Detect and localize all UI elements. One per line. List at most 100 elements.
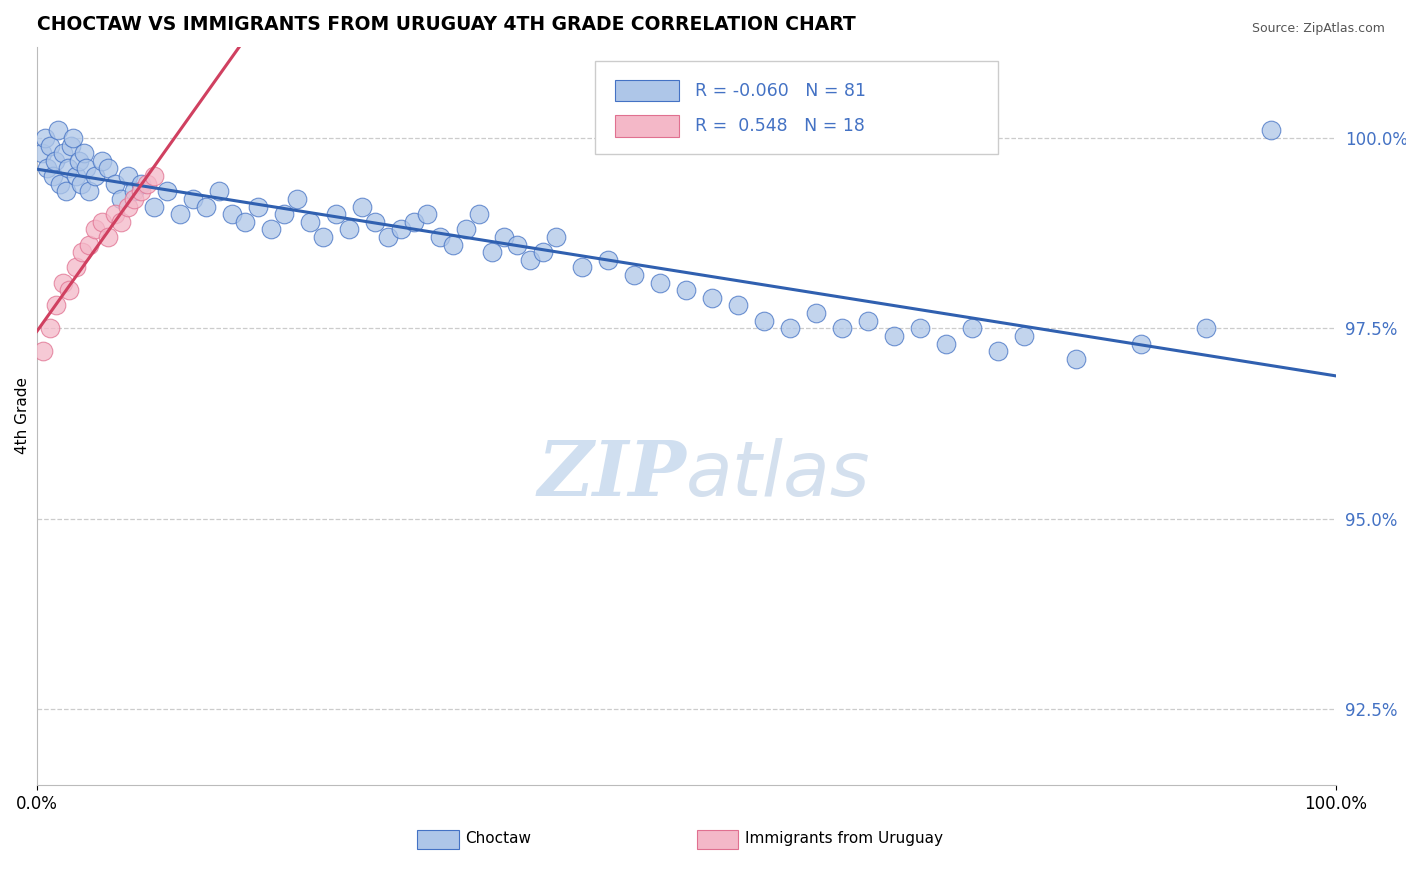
- Text: Source: ZipAtlas.com: Source: ZipAtlas.com: [1251, 22, 1385, 36]
- Point: [546, 230, 568, 244]
- Point: [415, 207, 437, 221]
- Point: [65, 169, 87, 183]
- Point: [806, 306, 828, 320]
- Point: [1064, 351, 1087, 366]
- Point: [41, 169, 63, 183]
- Point: [77, 237, 100, 252]
- Point: [519, 252, 541, 267]
- FancyBboxPatch shape: [418, 830, 458, 849]
- Point: [623, 268, 645, 282]
- Point: [481, 245, 503, 260]
- FancyBboxPatch shape: [595, 62, 998, 153]
- Point: [110, 192, 132, 206]
- Point: [32, 344, 55, 359]
- Point: [117, 200, 139, 214]
- Point: [31, 146, 53, 161]
- Point: [246, 200, 269, 214]
- Point: [39, 321, 62, 335]
- Point: [136, 177, 159, 191]
- Point: [754, 313, 776, 327]
- Point: [90, 153, 112, 168]
- Point: [44, 153, 66, 168]
- Point: [337, 222, 360, 236]
- Point: [142, 200, 165, 214]
- FancyBboxPatch shape: [614, 115, 679, 137]
- Point: [650, 276, 672, 290]
- Point: [34, 131, 56, 145]
- Point: [58, 283, 80, 297]
- Point: [429, 230, 451, 244]
- Point: [67, 153, 90, 168]
- Text: Choctaw: Choctaw: [465, 830, 531, 846]
- Text: R =  0.548   N = 18: R = 0.548 N = 18: [696, 117, 865, 136]
- Point: [1129, 336, 1152, 351]
- Point: [598, 252, 620, 267]
- Point: [571, 260, 593, 275]
- Point: [441, 237, 464, 252]
- Point: [62, 131, 84, 145]
- Point: [389, 222, 412, 236]
- Text: ZIP: ZIP: [537, 438, 686, 512]
- Point: [363, 215, 385, 229]
- Point: [52, 276, 75, 290]
- Point: [72, 245, 94, 260]
- Point: [73, 146, 96, 161]
- Point: [181, 192, 204, 206]
- Point: [533, 245, 555, 260]
- Point: [52, 146, 75, 161]
- Point: [84, 169, 107, 183]
- Point: [97, 161, 120, 176]
- Point: [59, 138, 82, 153]
- Point: [1195, 321, 1218, 335]
- Point: [935, 336, 957, 351]
- Text: R = -0.060   N = 81: R = -0.060 N = 81: [696, 81, 866, 100]
- Point: [104, 177, 127, 191]
- Point: [169, 207, 191, 221]
- Point: [117, 169, 139, 183]
- Point: [311, 230, 333, 244]
- Point: [467, 207, 489, 221]
- Point: [65, 260, 87, 275]
- Point: [702, 291, 724, 305]
- Point: [960, 321, 983, 335]
- Point: [46, 123, 69, 137]
- Point: [75, 161, 97, 176]
- Point: [84, 222, 107, 236]
- Text: CHOCTAW VS IMMIGRANTS FROM URUGUAY 4TH GRADE CORRELATION CHART: CHOCTAW VS IMMIGRANTS FROM URUGUAY 4TH G…: [37, 15, 856, 34]
- Point: [325, 207, 347, 221]
- Point: [402, 215, 425, 229]
- Point: [233, 215, 256, 229]
- Point: [221, 207, 243, 221]
- Point: [350, 200, 373, 214]
- FancyBboxPatch shape: [697, 830, 738, 849]
- Point: [110, 215, 132, 229]
- Point: [506, 237, 529, 252]
- Point: [56, 161, 79, 176]
- Point: [779, 321, 801, 335]
- Point: [1260, 123, 1282, 137]
- Point: [124, 184, 146, 198]
- Point: [856, 313, 879, 327]
- Point: [77, 184, 100, 198]
- Point: [129, 177, 152, 191]
- Point: [55, 184, 77, 198]
- Point: [675, 283, 697, 297]
- Point: [494, 230, 516, 244]
- Point: [104, 207, 127, 221]
- Point: [831, 321, 853, 335]
- Point: [260, 222, 283, 236]
- Point: [49, 177, 72, 191]
- Point: [142, 169, 165, 183]
- Point: [194, 200, 217, 214]
- Point: [70, 177, 93, 191]
- Point: [45, 298, 67, 312]
- Point: [124, 192, 146, 206]
- Point: [39, 138, 62, 153]
- Point: [1012, 329, 1035, 343]
- Point: [156, 184, 179, 198]
- Point: [908, 321, 931, 335]
- Point: [727, 298, 749, 312]
- Point: [298, 215, 321, 229]
- Point: [285, 192, 308, 206]
- Point: [129, 184, 152, 198]
